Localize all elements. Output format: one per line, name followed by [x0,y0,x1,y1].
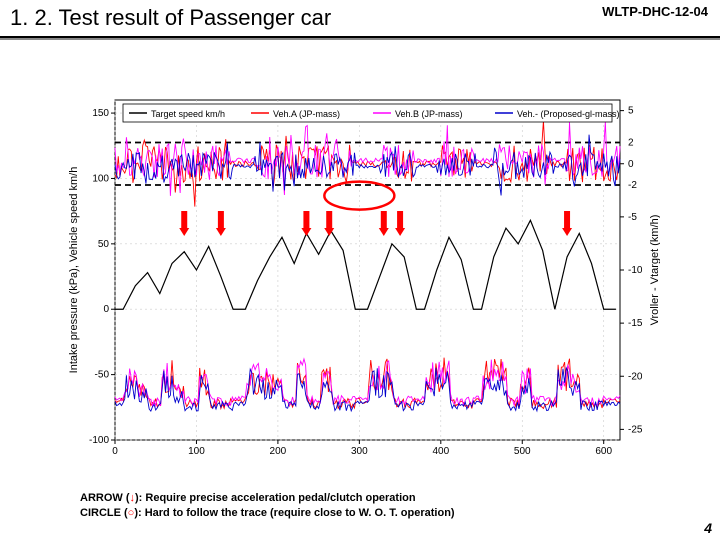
footer-notes: ARROW (↓): Require precise acceleration … [80,491,455,520]
title-underline [0,36,720,40]
page-number: 4 [704,520,712,536]
svg-text:400: 400 [432,446,449,457]
svg-text:150: 150 [92,108,109,119]
document-id: WLTP-DHC-12-04 [602,4,708,19]
svg-text:100: 100 [188,446,205,457]
chart-container: -100-500501001500100200300400500600-25-2… [60,70,660,460]
svg-text:-5: -5 [628,212,637,223]
svg-text:Target speed km/h: Target speed km/h [151,109,225,119]
svg-text:-20: -20 [628,371,643,382]
svg-text:5: 5 [628,106,634,117]
svg-text:300: 300 [351,446,368,457]
svg-text:0: 0 [103,304,109,315]
svg-text:500: 500 [514,446,531,457]
svg-text:0: 0 [112,446,118,457]
svg-text:Intake pressure (kPa), Vehicle: Intake pressure (kPa), Vehicle speed km/… [68,167,80,374]
svg-text:Veh.A (JP-mass): Veh.A (JP-mass) [273,109,340,119]
svg-text:-50: -50 [95,370,110,381]
svg-text:-15: -15 [628,318,643,329]
svg-text:0: 0 [628,159,634,170]
chart-svg: -100-500501001500100200300400500600-25-2… [60,70,660,460]
svg-text:-10: -10 [628,265,643,276]
svg-text:200: 200 [270,446,287,457]
page-title: 1. 2. Test result of Passenger car [10,5,331,31]
svg-text:600: 600 [595,446,612,457]
circle-note: CIRCLE (○): Hard to follow the trace (re… [80,506,455,520]
svg-text:-2: -2 [628,180,637,191]
svg-text:Veh.- (Proposed-gl-mass): Veh.- (Proposed-gl-mass) [517,109,620,119]
svg-text:-25: -25 [628,424,643,435]
svg-text:50: 50 [98,239,110,250]
svg-text:Veh.B (JP-mass): Veh.B (JP-mass) [395,109,463,119]
svg-text:2: 2 [628,138,634,149]
arrow-note: ARROW (↓): Require precise acceleration … [80,491,455,505]
svg-text:Vroller - Vtarget (km/h): Vroller - Vtarget (km/h) [649,215,660,326]
svg-text:100: 100 [92,173,109,184]
svg-text:-100: -100 [89,435,109,446]
header: 1. 2. Test result of Passenger car WLTP-… [0,0,720,40]
